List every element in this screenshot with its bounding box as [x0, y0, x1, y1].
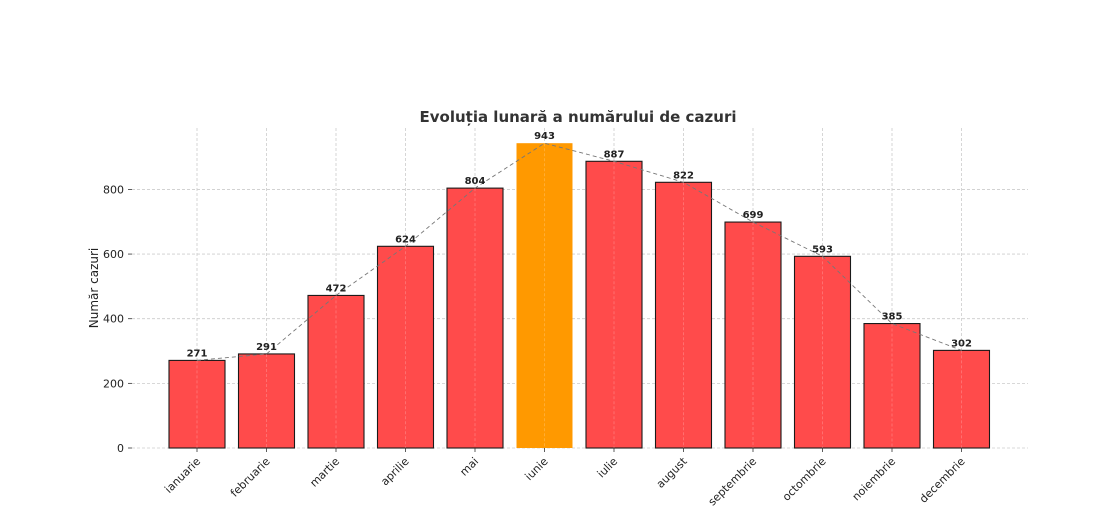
data-label: 472: [326, 283, 347, 294]
y-tick-label: 400: [103, 313, 124, 326]
bar-mai: [446, 187, 504, 449]
x-tick-label: septembrie: [706, 455, 760, 509]
data-label: 887: [604, 149, 625, 160]
y-tick-label: 200: [103, 377, 124, 390]
data-label: 593: [812, 244, 833, 255]
trend-line: [196, 142, 962, 361]
data-label: 699: [743, 210, 764, 221]
data-label: 385: [882, 312, 903, 323]
x-tick-label: iulie: [595, 455, 621, 481]
bar-octombrie: [793, 255, 852, 449]
x-tick-label: decembrie: [917, 455, 968, 506]
x-tick-label: noiembrie: [850, 455, 899, 504]
bar-decembrie: [932, 349, 991, 449]
y-tick-label: 0: [117, 442, 124, 455]
bar-februarie: [237, 353, 296, 449]
y-tick-label: 800: [103, 183, 124, 196]
data-label: 804: [465, 176, 486, 187]
trend-layer: [196, 142, 962, 361]
bar-iunie: [516, 143, 573, 448]
bar-layer: [168, 143, 991, 449]
bar-septembrie: [724, 221, 782, 449]
bar-iulie: [585, 160, 643, 449]
bar-noiembrie: [863, 323, 921, 449]
chart-title: Evoluția lunară a numărului de cazuri: [420, 108, 737, 126]
y-tick-layer: 0 200 400 600 800: [103, 183, 132, 455]
bar-august: [654, 181, 713, 449]
x-tick-label: iunie: [522, 455, 550, 483]
x-tick-label: august: [654, 454, 690, 490]
y-axis-label: Număr cazuri: [87, 248, 101, 329]
data-label: 291: [256, 342, 277, 353]
data-label: 943: [534, 131, 555, 142]
data-label: 822: [673, 170, 694, 181]
x-tick-label: martie: [307, 455, 342, 490]
data-label: 302: [951, 338, 972, 349]
x-tick-label: octombrie: [780, 455, 829, 504]
x-tick-label: aprilie: [378, 455, 412, 489]
x-tick-layer: ianuarie februarie martie aprilie mai iunie iu…: [162, 448, 968, 508]
bar-ianuarie: [168, 359, 226, 449]
data-label: 624: [395, 234, 416, 245]
y-tick-label: 600: [103, 248, 124, 261]
x-tick-label: ianuarie: [162, 455, 203, 496]
data-label: 271: [187, 348, 208, 359]
bar-aprilie: [376, 245, 435, 449]
data-label-layer: 271 291 472 624 804 943 887 822 699 593 385 302: [187, 131, 972, 359]
bar-martie: [307, 294, 365, 449]
x-tick-label: februarie: [228, 455, 273, 500]
x-tick-label: mai: [457, 455, 481, 479]
